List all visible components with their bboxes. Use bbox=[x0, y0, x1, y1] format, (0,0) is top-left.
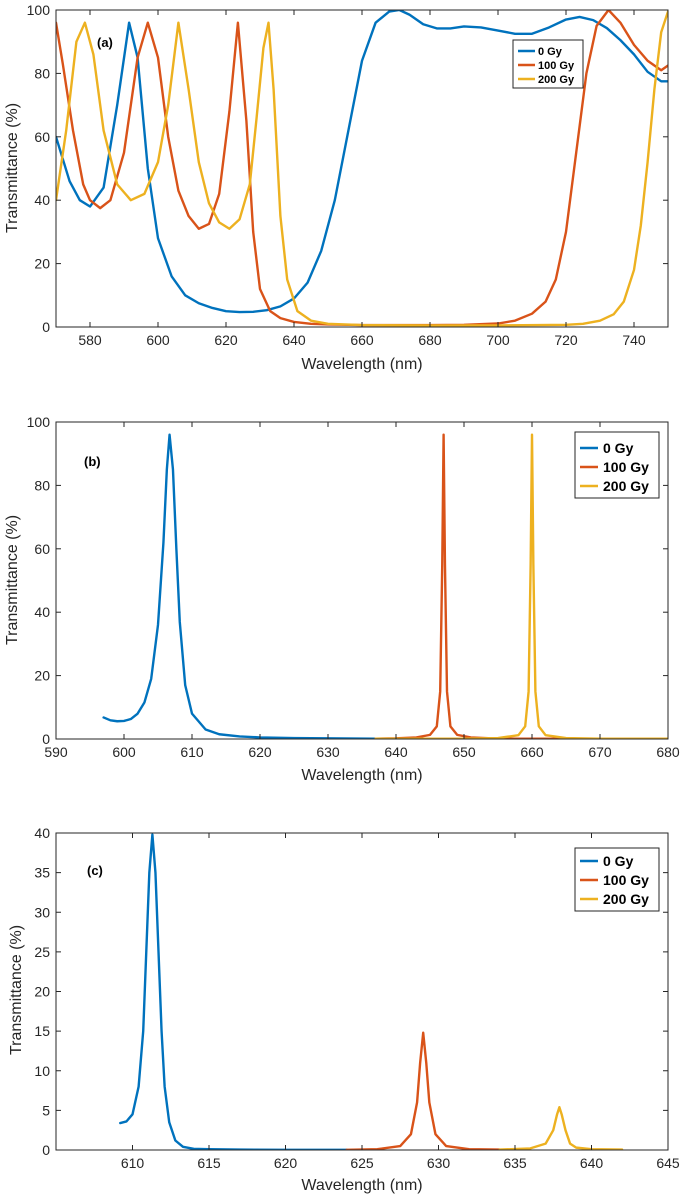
y-tick-label: 20 bbox=[34, 256, 50, 272]
x-tick-label: 660 bbox=[350, 332, 374, 348]
x-tick-label: 620 bbox=[214, 332, 238, 348]
x-tick-label: 640 bbox=[282, 332, 306, 348]
chart-panel-c: 610 615 620 625 630 635 640 645 0 5 10 15 20 25 30 35 40… bbox=[8, 825, 680, 1194]
x-tick-label: 610 bbox=[180, 744, 204, 760]
y-tick-label: 20 bbox=[34, 984, 50, 1000]
y-tick-label: 0 bbox=[42, 319, 50, 335]
legend-label-200-gy: 200 Gy bbox=[538, 74, 575, 86]
legend-label-200-gy: 200 Gy bbox=[603, 478, 649, 494]
y-tick-label: 35 bbox=[34, 865, 50, 881]
legend: 0 Gy 100 Gy 200 Gy bbox=[575, 432, 659, 498]
legend-label-0-gy: 0 Gy bbox=[603, 440, 634, 456]
x-tick-label: 680 bbox=[656, 744, 680, 760]
y-tick-label: 10 bbox=[34, 1063, 50, 1079]
y-tick-label: 40 bbox=[34, 825, 50, 841]
x-tick-label: 670 bbox=[588, 744, 612, 760]
x-axis-label: Wavelength (nm) bbox=[301, 767, 422, 784]
figure: 580 600 620 640 660 680 700 720 740020406080100 … bbox=[0, 0, 685, 1198]
x-tick-label: 615 bbox=[197, 1155, 221, 1171]
legend: 0 Gy 100 Gy 200 Gy bbox=[513, 40, 583, 88]
x-tick-label: 640 bbox=[384, 744, 408, 760]
y-tick-label: 0 bbox=[42, 1142, 50, 1158]
legend-label-100-gy: 100 Gy bbox=[603, 872, 649, 888]
legend: 0 Gy 100 Gy 200 Gy bbox=[575, 848, 659, 911]
y-tick-label: 100 bbox=[27, 414, 51, 430]
x-tick-label: 720 bbox=[554, 332, 578, 348]
legend-label-200-gy: 200 Gy bbox=[603, 891, 649, 907]
y-tick-label: 80 bbox=[34, 65, 50, 81]
legend-label-0-gy: 0 Gy bbox=[538, 46, 563, 58]
x-tick-label: 740 bbox=[622, 332, 646, 348]
x-tick-label: 700 bbox=[486, 332, 510, 348]
x-tick-label: 580 bbox=[78, 332, 102, 348]
y-tick-label: 15 bbox=[34, 1023, 50, 1039]
x-tick-label: 630 bbox=[427, 1155, 451, 1171]
x-tick-label: 650 bbox=[452, 744, 476, 760]
x-tick-label: 620 bbox=[248, 744, 272, 760]
y-tick-label: 25 bbox=[34, 944, 50, 960]
x-tick-label: 600 bbox=[112, 744, 136, 760]
panel-label: (c) bbox=[87, 863, 103, 878]
x-tick-label: 600 bbox=[146, 332, 170, 348]
x-tick-label: 645 bbox=[656, 1155, 680, 1171]
y-tick-label: 20 bbox=[34, 668, 50, 684]
x-tick-label: 630 bbox=[316, 744, 340, 760]
y-tick-label: 5 bbox=[42, 1102, 50, 1118]
y-axis-label: Transmittance (%) bbox=[4, 103, 21, 233]
y-tick-label: 40 bbox=[34, 192, 50, 208]
y-tick-label: 0 bbox=[42, 731, 50, 747]
x-tick-label: 625 bbox=[350, 1155, 374, 1171]
y-axis-label: Transmittance (%) bbox=[8, 925, 25, 1055]
y-axis-label: Transmittance (%) bbox=[4, 515, 21, 645]
x-tick-label: 610 bbox=[121, 1155, 145, 1171]
y-tick-label: 60 bbox=[34, 541, 50, 557]
chart-panel-a: 580 600 620 640 660 680 700 720 740 0 20 40 60 80 100 … bbox=[4, 2, 668, 373]
x-axis-label: Wavelength (nm) bbox=[301, 1177, 422, 1194]
x-tick-label: 640 bbox=[580, 1155, 604, 1171]
x-tick-label: 620 bbox=[274, 1155, 298, 1171]
y-tick-label: 80 bbox=[34, 477, 50, 493]
y-tick-label: 60 bbox=[34, 129, 50, 145]
x-axis-label: Wavelength (nm) bbox=[301, 356, 422, 373]
y-tick-label: 100 bbox=[27, 2, 51, 18]
panel-label: (b) bbox=[84, 454, 101, 469]
x-tick-label: 635 bbox=[503, 1155, 527, 1171]
legend-label-100-gy: 100 Gy bbox=[538, 60, 575, 72]
chart-panel-b: 590 600 610 620 630 640 650 660 670 6800204060801… bbox=[4, 414, 680, 784]
y-tick-label: 40 bbox=[34, 604, 50, 620]
x-tick-label: 680 bbox=[418, 332, 442, 348]
y-tick-label: 30 bbox=[34, 904, 50, 920]
x-tick-label: 660 bbox=[520, 744, 544, 760]
panel-label: (a) bbox=[97, 35, 113, 50]
legend-label-0-gy: 0 Gy bbox=[603, 853, 634, 869]
legend-label-100-gy: 100 Gy bbox=[603, 459, 649, 475]
